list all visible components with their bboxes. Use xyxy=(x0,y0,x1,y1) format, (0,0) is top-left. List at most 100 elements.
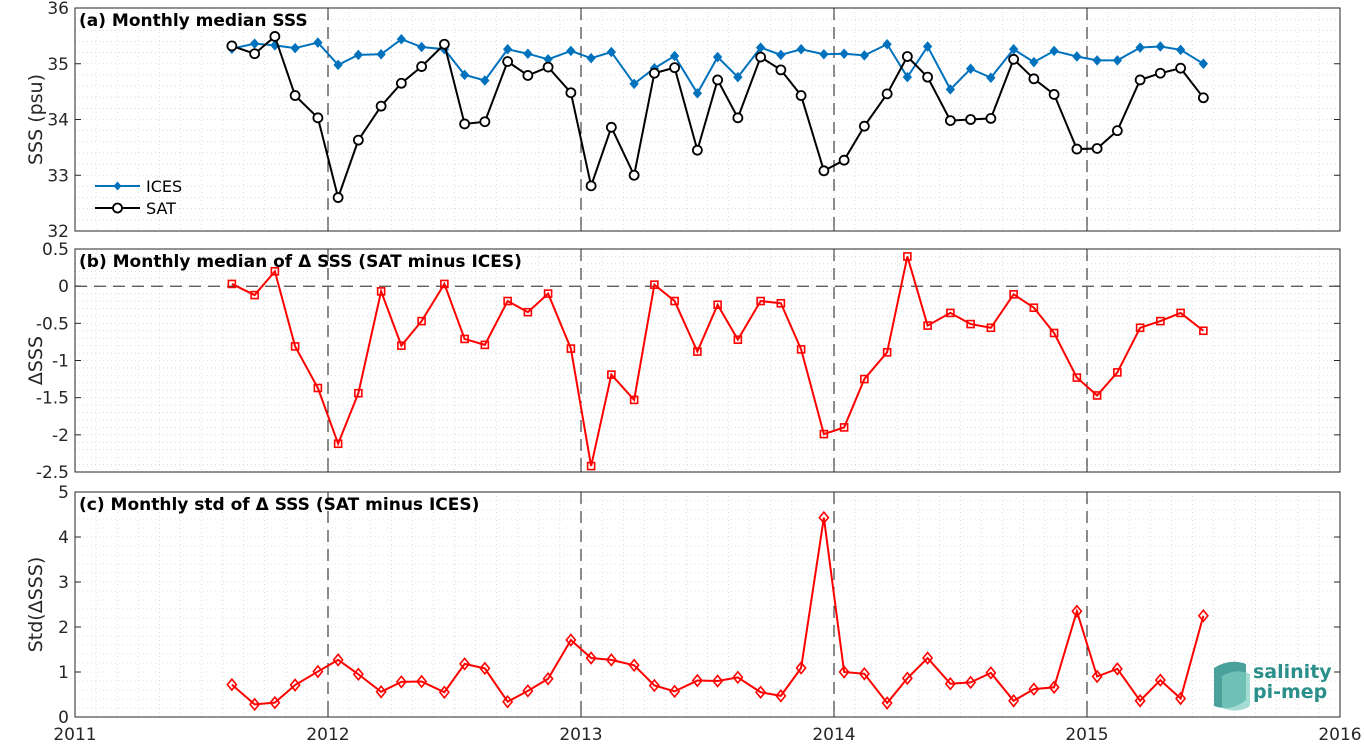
data-point xyxy=(438,685,450,700)
data-point xyxy=(396,33,407,45)
data-point xyxy=(669,62,681,74)
data-point xyxy=(1029,303,1039,313)
data-point xyxy=(1071,604,1083,619)
panel-title: (a) Monthly median SSS xyxy=(79,11,308,31)
data-point xyxy=(416,41,427,53)
data-point xyxy=(1154,67,1166,79)
x-tick-label: 2013 xyxy=(559,725,602,745)
data-point xyxy=(922,41,933,52)
y-tick-label: 0 xyxy=(58,277,69,297)
legend-marker xyxy=(113,181,122,191)
panel-a: 32 33 34 35 36 SSS (psu) (a) Monthly median SS… xyxy=(25,0,1341,242)
data-point xyxy=(1197,608,1209,623)
x-tick-label: 2012 xyxy=(306,725,349,745)
data-point xyxy=(1176,308,1185,318)
data-point xyxy=(1156,316,1165,326)
data-point xyxy=(1111,125,1123,137)
data-point xyxy=(650,280,659,289)
legend-label: SAT xyxy=(146,199,176,218)
data-point xyxy=(818,165,830,177)
data-point xyxy=(249,697,261,712)
data-point xyxy=(838,154,850,166)
data-point xyxy=(1175,44,1186,56)
data-point xyxy=(395,675,407,689)
data-point xyxy=(1113,368,1122,377)
y-tick-label: -0.5 xyxy=(36,314,69,334)
data-point xyxy=(226,40,238,52)
data-point xyxy=(1008,53,1020,65)
data-point xyxy=(522,684,534,698)
y-tick-label: 32 xyxy=(47,222,69,242)
y-tick-label: -1 xyxy=(52,352,69,372)
y-tick-label: 1 xyxy=(58,663,69,683)
data-point xyxy=(858,120,870,132)
data-point xyxy=(605,653,617,667)
data-point xyxy=(986,323,996,333)
data-point xyxy=(818,510,830,525)
data-point xyxy=(628,169,640,181)
data-point xyxy=(290,42,300,54)
data-point xyxy=(565,87,577,99)
data-point xyxy=(440,279,449,289)
x-tick-label: 2014 xyxy=(812,725,855,745)
data-point xyxy=(795,661,807,675)
data-point xyxy=(585,651,597,665)
data-point xyxy=(1049,45,1059,57)
data-point xyxy=(1072,51,1082,62)
data-point xyxy=(923,321,932,330)
data-point xyxy=(776,49,786,61)
y-axis-label: Std(ΔSSS) xyxy=(25,557,47,653)
y-tick-label: 0.5 xyxy=(42,240,69,260)
data-point xyxy=(543,289,553,298)
data-point xyxy=(542,61,554,73)
series-line xyxy=(231,517,1205,706)
data-point xyxy=(1008,694,1020,708)
data-point xyxy=(1048,680,1060,695)
data-point xyxy=(479,116,491,128)
data-point xyxy=(1071,143,1083,155)
y-tick-label: 5 xyxy=(58,483,69,503)
data-point xyxy=(965,675,977,690)
data-point xyxy=(523,307,533,317)
panel-title: (c) Monthly std of Δ SSS (SAT minus ICES… xyxy=(79,495,479,515)
y-tick-label: 3 xyxy=(58,573,69,593)
data-point xyxy=(986,72,996,83)
data-point xyxy=(502,694,514,709)
data-point xyxy=(795,90,807,101)
y-tick-label: -2.5 xyxy=(36,463,69,483)
data-point xyxy=(480,75,490,86)
data-point xyxy=(965,63,976,75)
data-point xyxy=(1135,42,1145,53)
data-point xyxy=(819,49,829,60)
data-point xyxy=(459,118,471,130)
data-point xyxy=(796,44,806,55)
data-point xyxy=(859,50,870,61)
y-tick-label: 36 xyxy=(47,0,69,19)
data-point xyxy=(607,370,616,379)
data-point xyxy=(902,71,913,83)
series-line xyxy=(231,256,1204,467)
data-point xyxy=(417,316,426,326)
data-point xyxy=(755,685,767,700)
data-point xyxy=(1197,92,1209,104)
panel-title: (b) Monthly median of Δ SSS (SAT minus I… xyxy=(79,252,522,272)
y-tick-label: 33 xyxy=(47,166,69,186)
data-point xyxy=(227,279,237,289)
data-point xyxy=(1112,55,1123,66)
data-point xyxy=(881,696,893,710)
data-point xyxy=(1092,55,1102,66)
y-tick-label: 4 xyxy=(58,528,69,548)
data-point xyxy=(1198,58,1209,70)
data-point xyxy=(1175,62,1187,74)
data-point xyxy=(860,374,869,384)
data-point xyxy=(901,671,913,686)
data-point xyxy=(882,348,892,357)
data-point xyxy=(313,383,323,393)
data-point xyxy=(965,114,977,125)
data-point xyxy=(397,341,406,350)
data-point xyxy=(352,134,364,146)
data-point xyxy=(353,49,364,61)
data-point xyxy=(1049,328,1059,338)
